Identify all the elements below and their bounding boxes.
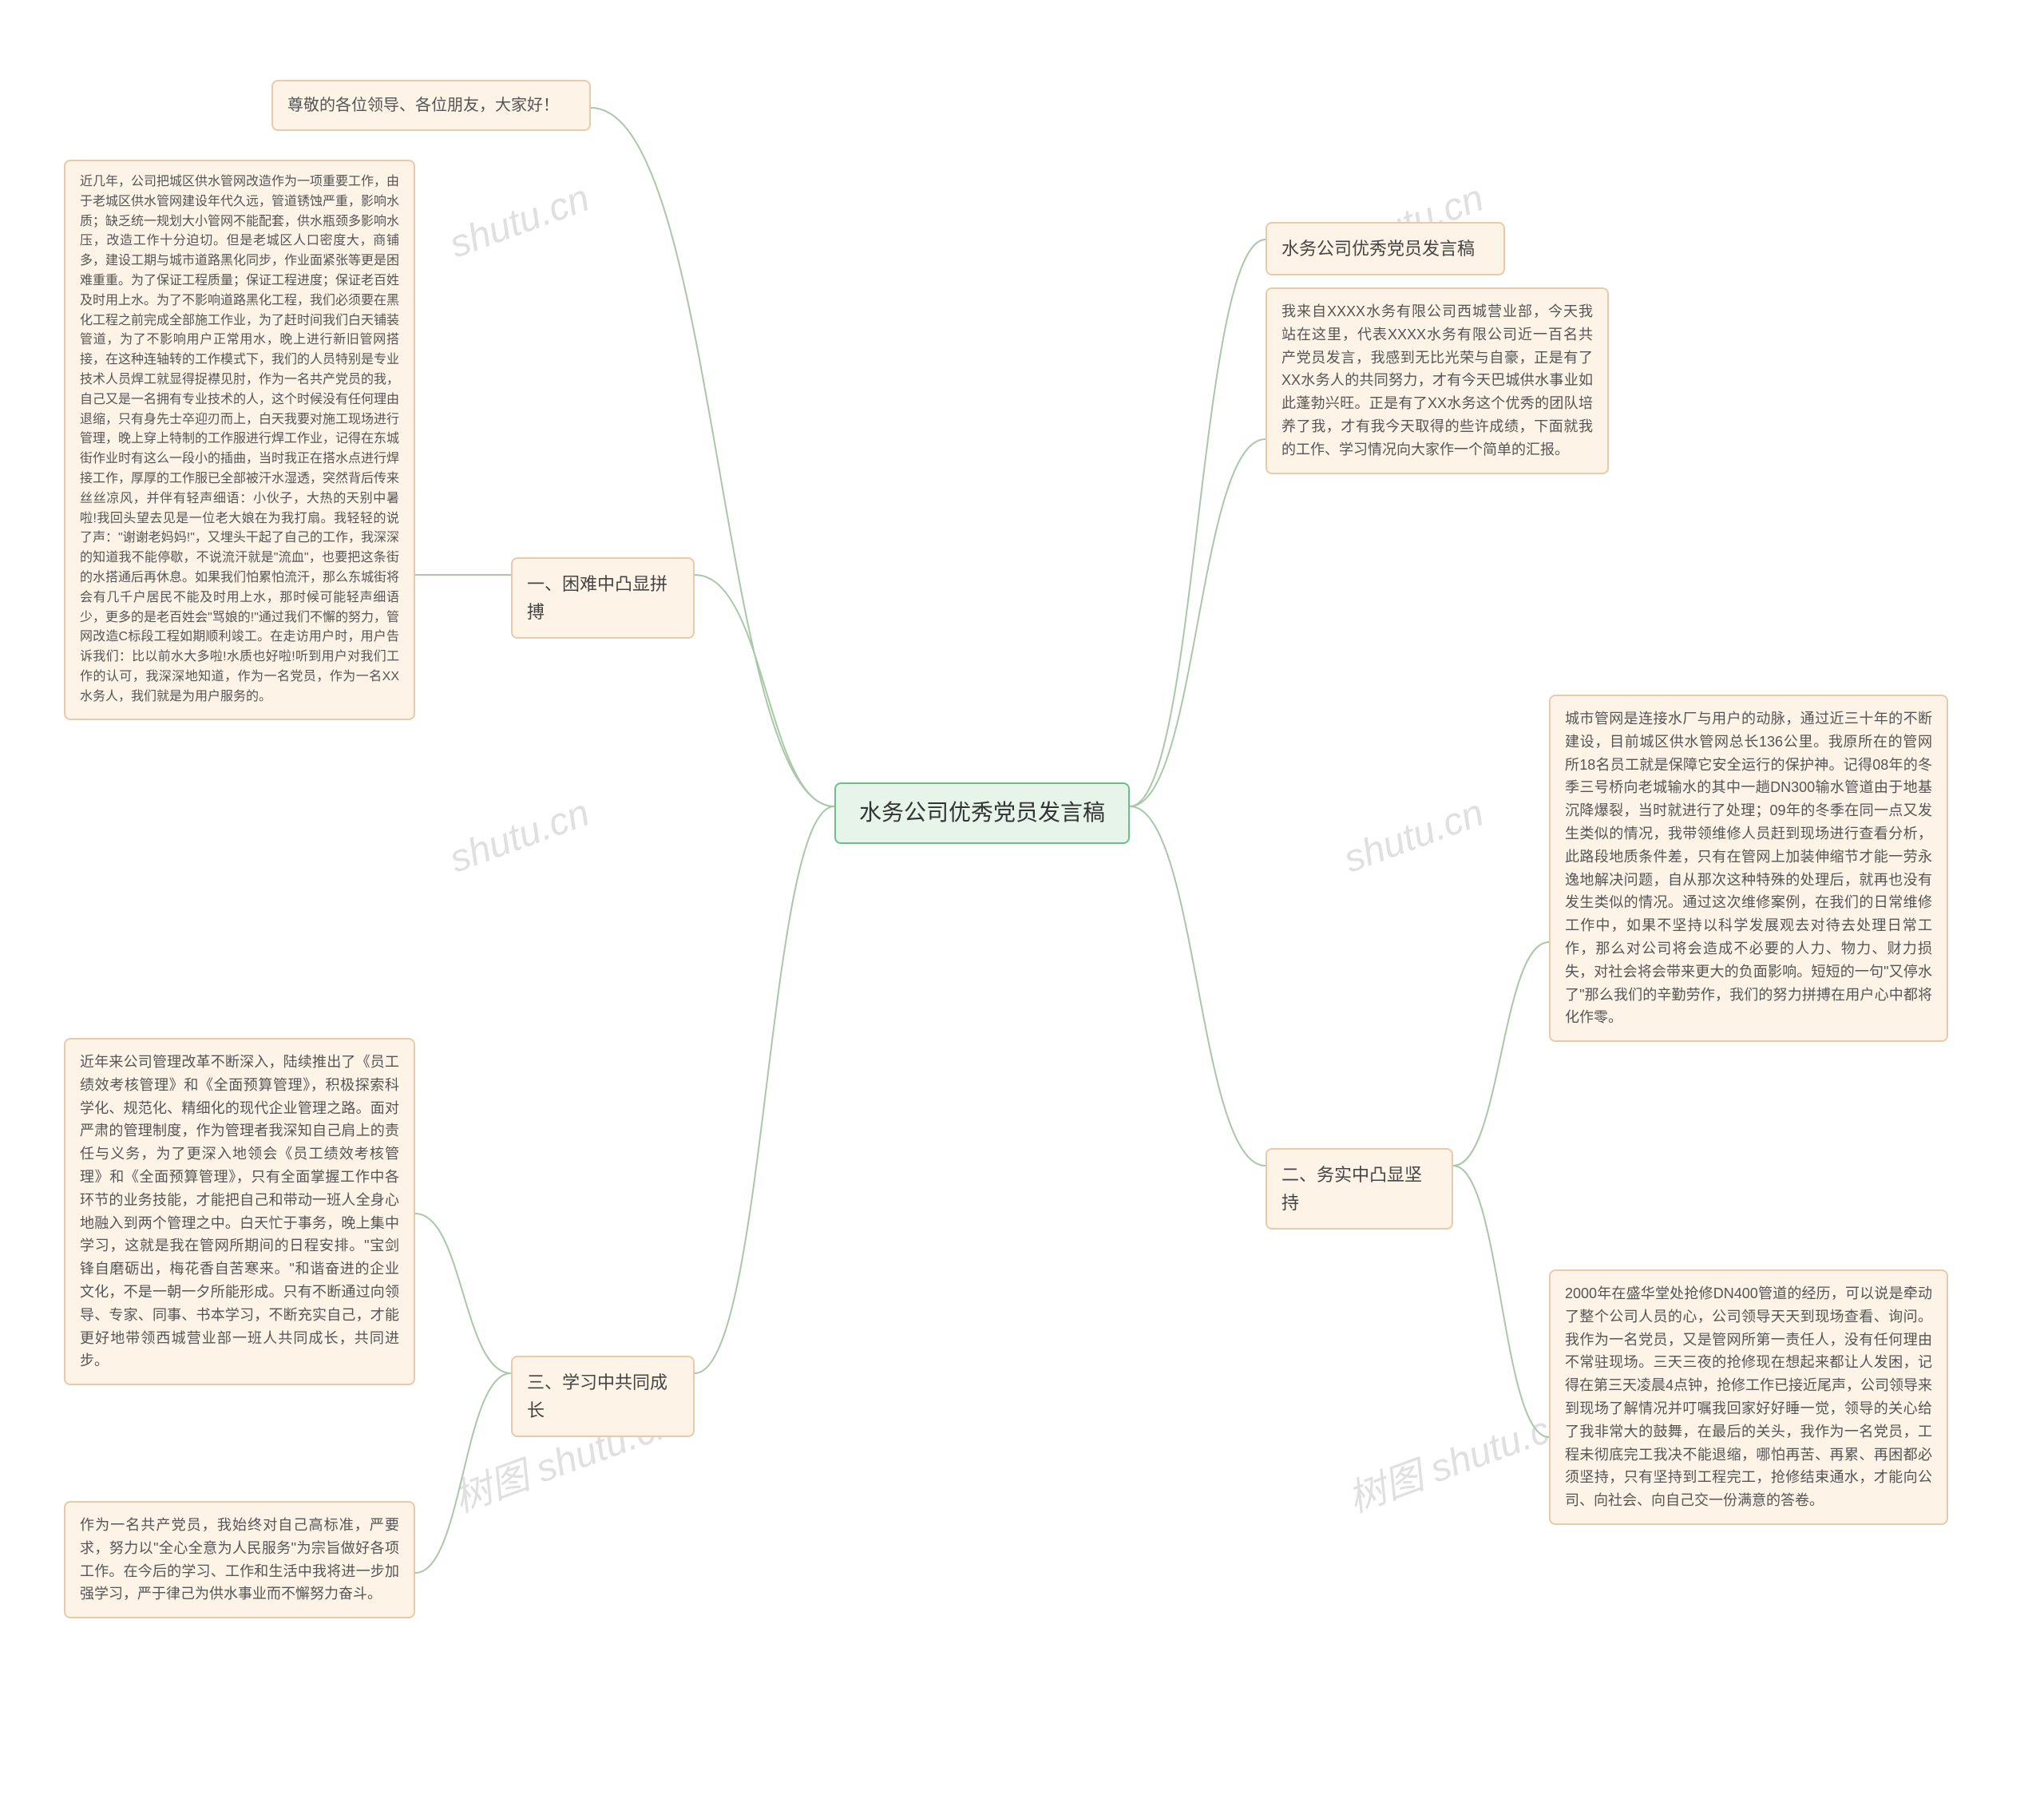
leaf-greeting: 尊敬的各位领导、各位朋友，大家好！ — [271, 80, 591, 131]
root-node: 水务公司优秀党员发言稿 — [834, 782, 1130, 844]
leaf-r1-0: 城市管网是连接水厂与用户的动脉，通过近三十年的不断建设，目前城区供水管网总长13… — [1549, 695, 1948, 1042]
watermark: shutu.cn — [1338, 791, 1489, 882]
branch-title-left-0: 一、困难中凸显拼搏 — [511, 557, 695, 639]
leaf-r1-1: 2000年在盛华堂处抢修DN400管道的经历，可以说是牵动了整个公司人员的心，公… — [1549, 1269, 1948, 1525]
leaf-intro: 我来自XXXX水务有限公司西城营业部，今天我站在这里，代表XXXX水务有限公司近… — [1266, 287, 1609, 474]
leaf-l0-0: 近几年，公司把城区供水管网改造作为一项重要工作，由于老城区供水管网建设年代久远，… — [64, 160, 415, 720]
leaf-l1-1: 作为一名共产党员，我始终对自己高标准，严要求，努力以"全心全意为人民服务"为宗旨… — [64, 1501, 415, 1618]
watermark: shutu.cn — [444, 791, 595, 882]
branch-title-right-0: 水务公司优秀党员发言稿 — [1266, 222, 1505, 275]
branch-title-left-1: 三、学习中共同成长 — [511, 1356, 695, 1437]
watermark: 树图 shutu.cn — [1339, 1391, 1576, 1523]
leaf-l1-0: 近年来公司管理改革不断深入，陆续推出了《员工绩效考核管理》和《全面预算管理》，积… — [64, 1038, 415, 1385]
branch-title-right-1: 二、务实中凸显坚持 — [1266, 1148, 1453, 1230]
watermark: shutu.cn — [444, 176, 595, 267]
